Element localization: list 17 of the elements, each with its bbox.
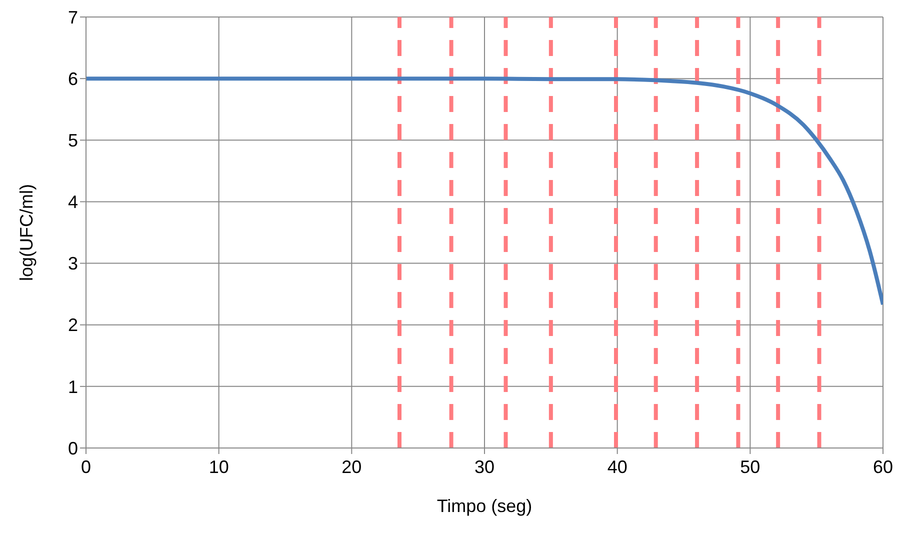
x-tick-label: 40 (607, 456, 628, 477)
x-tick-label: 30 (474, 456, 495, 477)
y-tick-label: 5 (68, 130, 78, 151)
y-tick-label: 6 (68, 68, 78, 89)
y-tick-label: 4 (68, 192, 78, 212)
x-tick-label: 10 (208, 456, 229, 477)
x-axis-title: Timpo (seg) (436, 496, 532, 516)
y-tick-label: 0 (68, 438, 78, 458)
y-tick-label: 3 (68, 254, 78, 274)
x-tick-label: 60 (872, 456, 894, 477)
y-tick-label: 7 (68, 7, 78, 28)
y-tick-label: 2 (68, 315, 78, 336)
y-axis-title: log(UFC/ml) (16, 184, 36, 281)
x-tick-label: 20 (342, 456, 362, 477)
x-tick-label: 50 (740, 456, 760, 477)
y-tick-label: 1 (68, 376, 78, 397)
x-tick-label: 0 (80, 456, 92, 477)
